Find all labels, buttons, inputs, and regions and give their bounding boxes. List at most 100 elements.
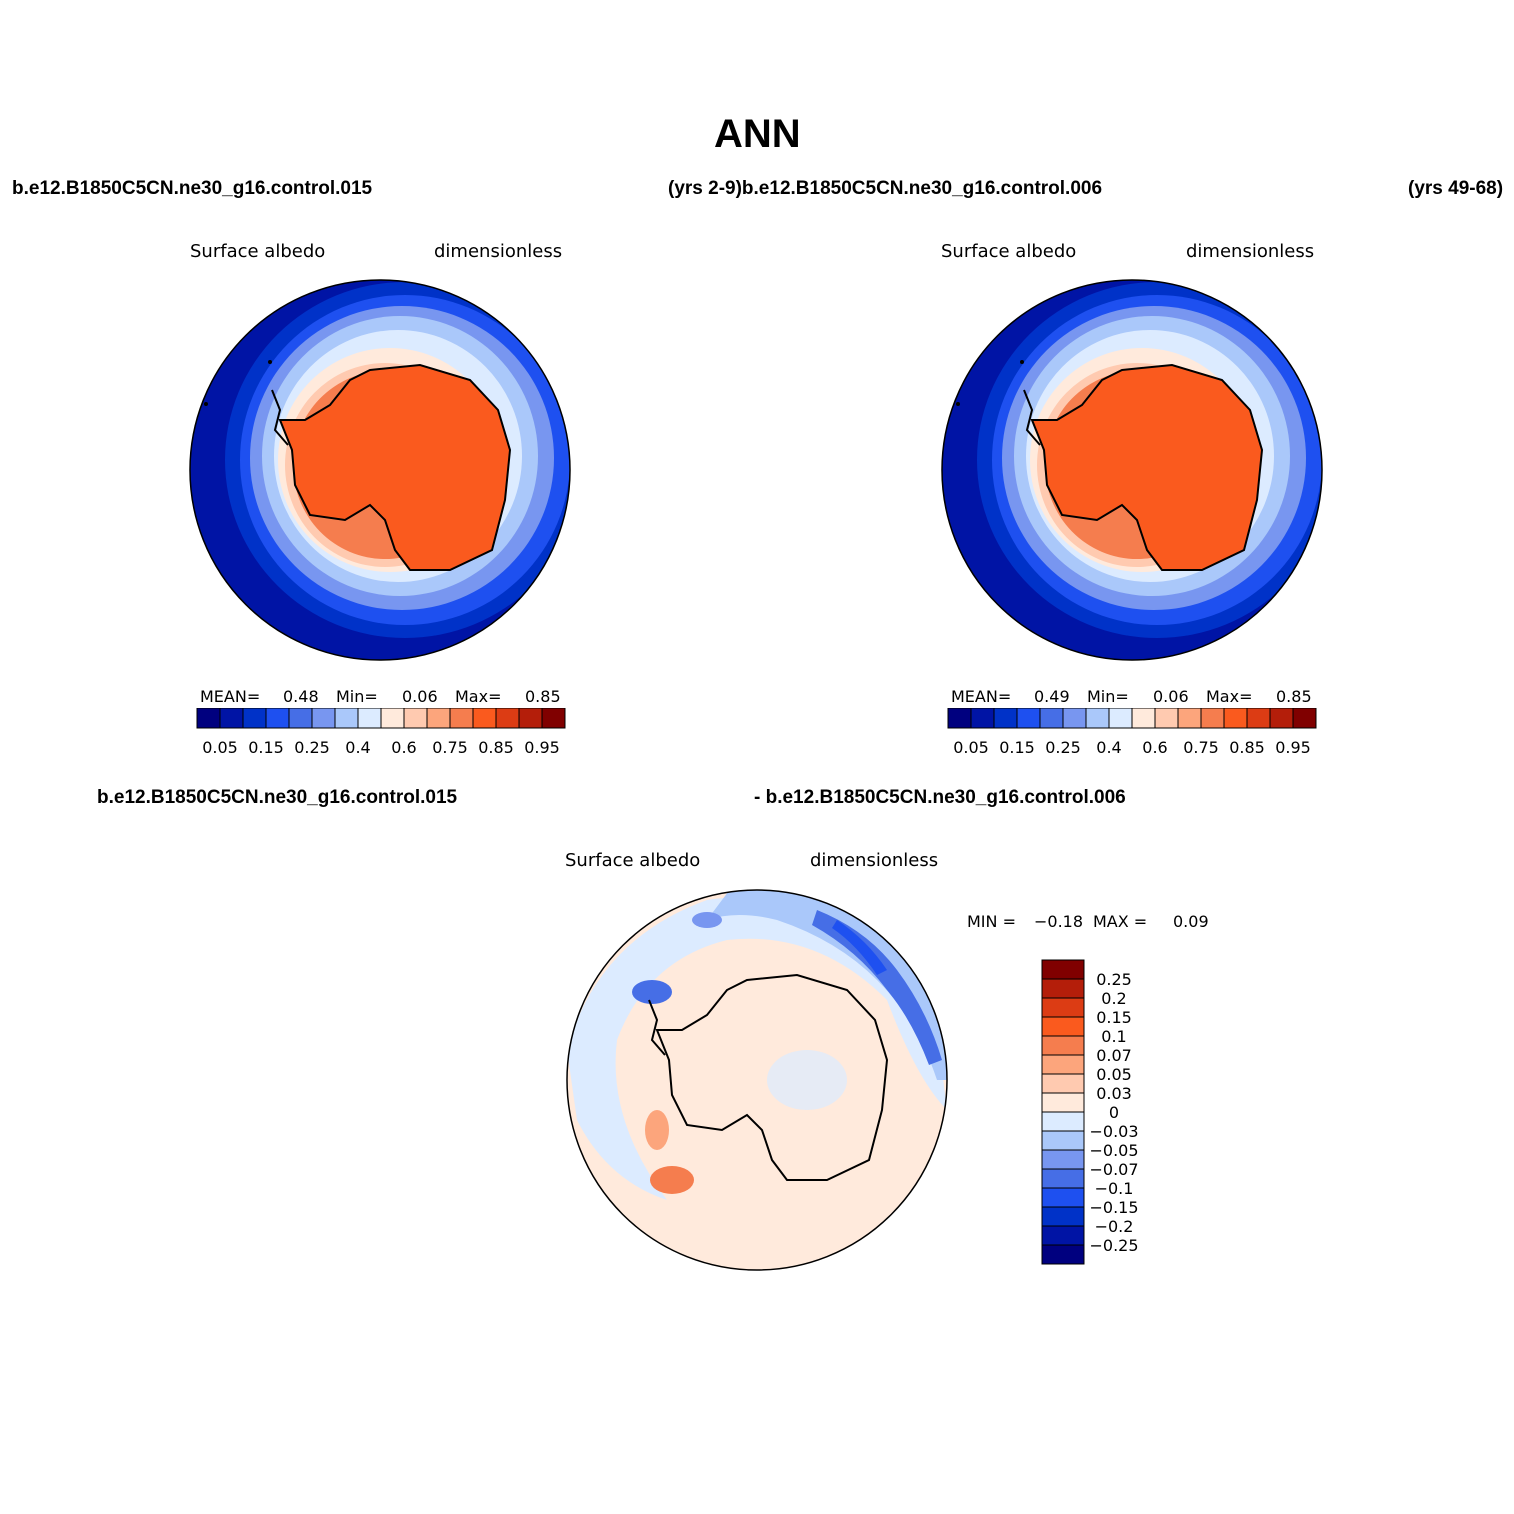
panel1-colorbar-tick-label: 0.05	[202, 738, 238, 757]
diff-colorbar-tick-label: 0.25	[1096, 970, 1132, 989]
diff-colorbar-tick-label: −0.1	[1095, 1179, 1134, 1198]
panel2-max-label: Max=	[1206, 687, 1253, 706]
diff-colorbar-box	[1041, 997, 1085, 1018]
diff-units-label: dimensionless	[810, 850, 939, 871]
panel1-min-label: Min=	[336, 687, 378, 706]
panel1-colorbar-box	[518, 708, 543, 729]
diff-colorbar: 0.250.20.150.10.070.050.030−0.03−0.05−0.…	[1041, 959, 1139, 1265]
diff-polar-map	[566, 889, 948, 1271]
panel1-units-label: dimensionless	[434, 241, 563, 262]
diff-max-label: MAX =	[1093, 912, 1148, 931]
panel1-variable-label: Surface albedo	[190, 241, 326, 262]
panel2-colorbar-tick-label: 0.25	[1045, 738, 1081, 757]
diff-min-value: −0.18	[1034, 912, 1084, 931]
panel2-variable-label: Surface albedo	[941, 241, 1077, 262]
panel1-colorbar-box	[495, 708, 520, 729]
diff-colorbar-box	[1041, 978, 1085, 999]
panel1-min-value: 0.06	[402, 687, 438, 706]
panel2-colorbar-tick-label: 0.95	[1275, 738, 1311, 757]
diff-colorbar-tick-label: 0.1	[1101, 1027, 1126, 1046]
top-mid-case-label: (yrs 2-9)b.e12.B1850C5CN.ne30_g16.contro…	[668, 178, 1103, 199]
panel2-max-value: 0.85	[1276, 687, 1312, 706]
diff-colorbar-box	[1041, 1073, 1085, 1094]
panel1-colorbar-box	[265, 708, 290, 729]
diff-colorbar-tick-label: −0.2	[1095, 1217, 1134, 1236]
panel2-colorbar-tick-label: 0.15	[999, 738, 1035, 757]
panel2-colorbar-box	[1200, 708, 1225, 729]
panel2-colorbar-box	[1246, 708, 1271, 729]
panel2-colorbar-box	[1292, 708, 1317, 729]
panel2-colorbar-box	[1062, 708, 1087, 729]
panel2-colorbar-box	[1223, 708, 1248, 729]
panel2-min-label: Min=	[1087, 687, 1129, 706]
diff-colorbar-tick-label: −0.03	[1089, 1122, 1138, 1141]
diff-colorbar-box	[1041, 1035, 1085, 1056]
panel2-colorbar-box	[1131, 708, 1156, 729]
panel1-max-label: Max=	[455, 687, 502, 706]
diff-colorbar-tick-label: 0	[1109, 1103, 1119, 1122]
diff-colorbar-box	[1041, 1111, 1085, 1132]
panel1-colorbar-box	[449, 708, 474, 729]
panel1-colorbar-box	[242, 708, 267, 729]
diff-variable-label: Surface albedo	[565, 850, 701, 871]
panel2-mean-label: MEAN=	[951, 687, 1012, 706]
panel1-colorbar-box	[288, 708, 313, 729]
panel1-colorbar-box	[380, 708, 405, 729]
panel1-colorbar-box	[472, 708, 497, 729]
panel1-colorbar-tick-label: 0.4	[345, 738, 370, 757]
diff-colorbar-box	[1041, 1206, 1085, 1227]
diff-colorbar-tick-label: −0.05	[1089, 1141, 1138, 1160]
panel1-colorbar-tick-label: 0.15	[248, 738, 284, 757]
panel1-max-value: 0.85	[525, 687, 561, 706]
diff-colorbar-tick-label: 0.15	[1096, 1008, 1132, 1027]
panel2-colorbar-box	[1016, 708, 1041, 729]
diff-colorbar-box	[1041, 1168, 1085, 1189]
panel1-colorbar-tick-label: 0.85	[478, 738, 514, 757]
panel2-colorbar-box	[1085, 708, 1110, 729]
panel2-polar-map	[941, 279, 1323, 661]
diff-colorbar-tick-label: −0.15	[1089, 1198, 1138, 1217]
bottom-left-case-label: b.e12.B1850C5CN.ne30_g16.control.015	[97, 787, 458, 808]
panel2-colorbar-box	[1039, 708, 1064, 729]
panel1-colorbar-tick-label: 0.95	[524, 738, 560, 757]
diff-colorbar-box	[1041, 1016, 1085, 1037]
panel1-colorbar-tick-label: 0.6	[391, 738, 416, 757]
panel1-colorbar-box	[357, 708, 382, 729]
panel2-colorbar-box	[1269, 708, 1294, 729]
diff-colorbar-box	[1041, 959, 1085, 980]
panel2-colorbar-tick-label: 0.4	[1096, 738, 1121, 757]
diff-colorbar-tick-label: −0.07	[1089, 1160, 1138, 1179]
diff-colorbar-tick-label: 0.03	[1096, 1084, 1132, 1103]
diff-colorbar-tick-label: −0.25	[1089, 1236, 1138, 1255]
panel2-colorbar-box	[1177, 708, 1202, 729]
panel1-colorbar-box	[219, 708, 244, 729]
diff-colorbar-box	[1041, 1054, 1085, 1075]
top-right-years-label: (yrs 49-68)	[1408, 178, 1504, 199]
diff-colorbar-tick-label: 0.07	[1096, 1046, 1132, 1065]
panel2-colorbar-tick-label: 0.6	[1142, 738, 1167, 757]
panel1-colorbar-box	[403, 708, 428, 729]
panel2-min-value: 0.06	[1153, 687, 1189, 706]
panel2-colorbar-box	[1108, 708, 1133, 729]
panel1-colorbar-box	[334, 708, 359, 729]
panel2-colorbar-tick-label: 0.75	[1183, 738, 1219, 757]
panel1-colorbar-box	[541, 708, 566, 729]
panel1-colorbar: 0.05 0.15 0.25 0.4 0.6 0.75 0.85 0.95	[196, 708, 566, 757]
panel2-colorbar-box	[970, 708, 995, 729]
panel1-colorbar-tick-label: 0.25	[294, 738, 330, 757]
diff-colorbar-tick-label: 0.2	[1101, 989, 1126, 1008]
diff-colorbar-box	[1041, 1130, 1085, 1151]
bottom-right-case-label: - b.e12.B1850C5CN.ne30_g16.control.006	[754, 787, 1126, 808]
diff-min-label: MIN =	[967, 912, 1016, 931]
diff-colorbar-box	[1041, 1187, 1085, 1208]
panel2-colorbar-box	[947, 708, 972, 729]
panel1-polar-map	[189, 279, 571, 661]
panel2-colorbar-tick-label: 0.05	[953, 738, 989, 757]
diff-colorbar-box	[1041, 1092, 1085, 1113]
panel2-colorbar: 0.05 0.15 0.25 0.4 0.6 0.75 0.85 0.95	[947, 708, 1317, 757]
diff-colorbar-box	[1041, 1149, 1085, 1170]
panel2-colorbar-tick-label: 0.85	[1229, 738, 1265, 757]
diff-colorbar-box	[1041, 1244, 1085, 1265]
plot-title: ANN	[714, 112, 801, 156]
panel1-mean-value: 0.48	[283, 687, 319, 706]
